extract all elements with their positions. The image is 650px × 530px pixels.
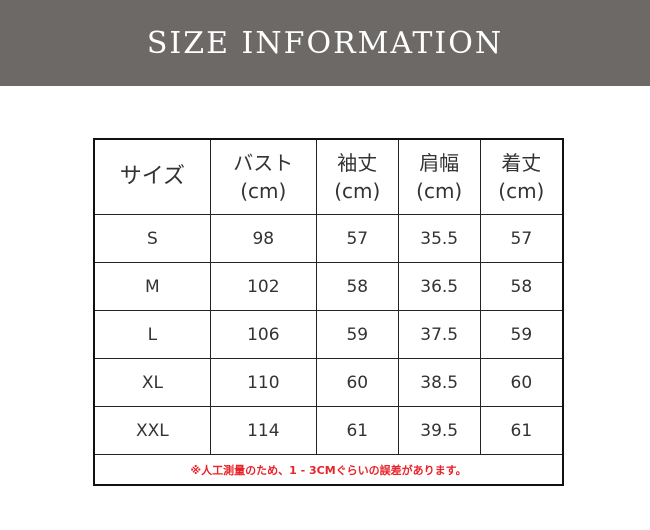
table-row: S 98 57 35.5 57	[93, 214, 564, 263]
table-cell: 58	[315, 262, 399, 311]
table-cell: 59	[479, 310, 564, 359]
table-cell: 60	[479, 358, 564, 407]
size-table: サイズ バスト (cm) 袖丈 (cm) 肩幅 (cm) 着丈 (cm) S 98 57 35…	[93, 138, 564, 486]
table-cell: 37.5	[397, 310, 481, 359]
header-sleeve: 袖丈 (cm)	[315, 138, 399, 215]
table-cell: 61	[479, 406, 564, 455]
header-label: 着丈	[501, 151, 542, 175]
header-label: 肩幅	[419, 151, 460, 175]
table-cell: XXL	[93, 406, 211, 455]
table-cell: 106	[209, 310, 317, 359]
table-header-row: サイズ バスト (cm) 袖丈 (cm) 肩幅 (cm) 着丈 (cm)	[93, 138, 564, 215]
table-row: L 106 59 37.5 59	[93, 310, 564, 359]
measurement-note: ※人工測量のため、1 - 3CMぐらいの誤差があります。	[93, 454, 564, 486]
table-cell: 35.5	[397, 214, 481, 263]
header-label: 袖丈	[337, 151, 378, 175]
table-cell: 36.5	[397, 262, 481, 311]
table-row: XL 110 60 38.5 60	[93, 358, 564, 407]
table-row: M 102 58 36.5 58	[93, 262, 564, 311]
table-cell: 60	[315, 358, 399, 407]
table-cell: 110	[209, 358, 317, 407]
header-length: 着丈 (cm)	[479, 138, 564, 215]
table-cell: L	[93, 310, 211, 359]
header-unit: (cm)	[416, 179, 463, 203]
table-cell: 59	[315, 310, 399, 359]
table-cell: 38.5	[397, 358, 481, 407]
table-cell: 57	[315, 214, 399, 263]
header-unit: (cm)	[334, 179, 381, 203]
table-row: XXL 114 61 39.5 61	[93, 406, 564, 455]
table-cell: 114	[209, 406, 317, 455]
header-unit: (cm)	[498, 179, 545, 203]
table-cell: 61	[315, 406, 399, 455]
header-shoulder: 肩幅 (cm)	[397, 138, 481, 215]
table-cell: 102	[209, 262, 317, 311]
table-cell: XL	[93, 358, 211, 407]
header-unit: (cm)	[240, 179, 287, 203]
page-title: SIZE INFORMATION	[146, 25, 504, 61]
title-banner: SIZE INFORMATION	[0, 0, 650, 86]
table-cell: 57	[479, 214, 564, 263]
table-cell: S	[93, 214, 211, 263]
header-size: サイズ	[93, 138, 211, 215]
table-cell: 58	[479, 262, 564, 311]
header-bust: バスト (cm)	[209, 138, 317, 215]
header-label: バスト	[233, 151, 294, 175]
table-cell: 98	[209, 214, 317, 263]
table-cell: 39.5	[397, 406, 481, 455]
table-cell: M	[93, 262, 211, 311]
